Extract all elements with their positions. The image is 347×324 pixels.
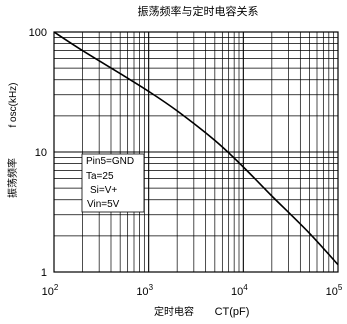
condition-vin: Vin=5V <box>87 199 120 210</box>
grid <box>54 32 338 272</box>
y-axis-label-cn: 振荡频率 <box>6 158 19 198</box>
plot-frame <box>53 31 339 273</box>
conditions-box-frame <box>81 153 145 213</box>
x-axis-label-cn: 定时电容 <box>154 305 194 318</box>
x-tick-label: 105 <box>326 283 343 298</box>
conditions-box: Pin5=GND Ta=25 Si=V+ Vin=5V <box>81 153 145 213</box>
x-tick-labels: 102 103 104 105 <box>42 283 343 298</box>
y-tick-label: 10 <box>35 147 47 159</box>
condition-pin5: Pin5=GND <box>86 156 134 167</box>
x-tick-label: 104 <box>231 283 248 298</box>
y-tick-label: 1 <box>41 267 47 279</box>
condition-ta: Ta=25 <box>86 171 114 182</box>
x-tick-label: 102 <box>42 283 59 298</box>
y-tick-labels: 1 10 100 <box>29 27 47 279</box>
y-axis-label-en: f osc(kHz) <box>8 83 19 128</box>
condition-si: Si=V+ <box>90 185 117 196</box>
y-tick-label: 100 <box>29 27 47 39</box>
x-tick-label: 103 <box>136 283 153 298</box>
chart-title: 振荡频率与定时电容关系 <box>138 4 259 18</box>
x-axis-label-en: CT(pF) <box>215 306 250 318</box>
series-line <box>53 31 339 266</box>
